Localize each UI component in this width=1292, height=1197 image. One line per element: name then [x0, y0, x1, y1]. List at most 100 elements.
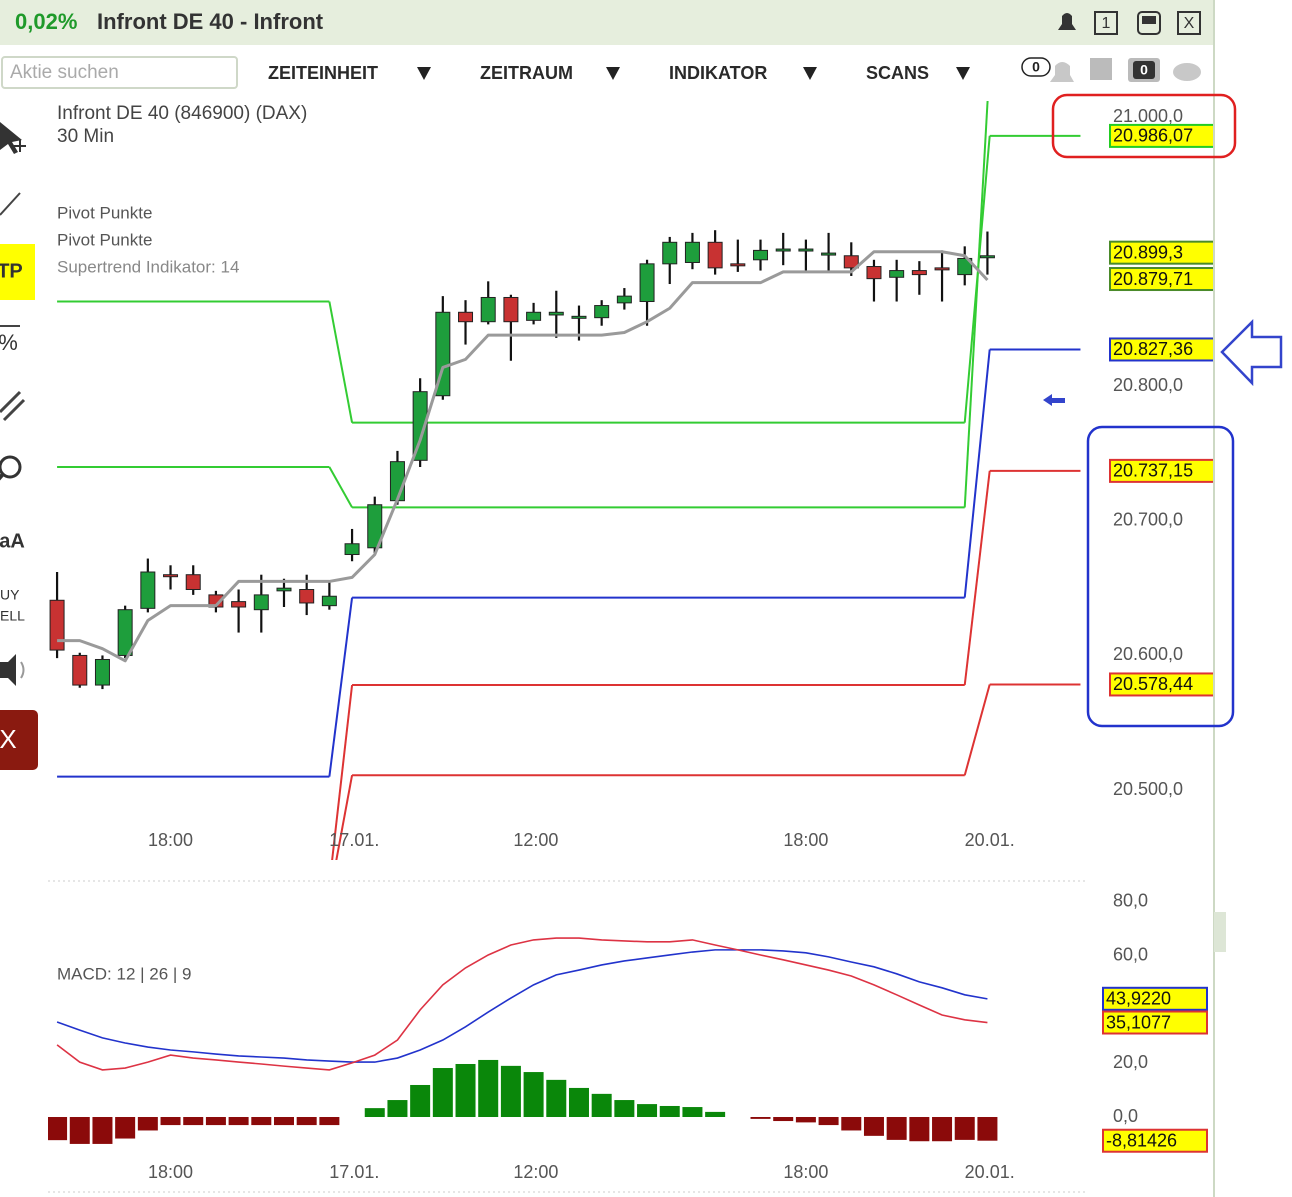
candle-body — [72, 654, 88, 686]
menu-arrow — [417, 67, 431, 80]
cloud-icon[interactable] — [1173, 63, 1201, 81]
x-tick-label: 18:00 — [783, 830, 828, 850]
candle-body — [707, 241, 723, 269]
x-tick-label: 17.01. — [329, 1162, 379, 1182]
indicator-legend: Supertrend Indikator: 14 — [57, 257, 239, 276]
macd-plot — [48, 937, 998, 1144]
tp-tool[interactable] — [0, 244, 35, 300]
badge-count: 0 — [1032, 59, 1040, 75]
candle-body — [526, 311, 542, 321]
zoom-tool[interactable] — [0, 455, 22, 479]
cursor-tool-plus — [14, 140, 26, 152]
watchlist-icon[interactable] — [1090, 58, 1112, 80]
sound-tool[interactable] — [0, 654, 16, 686]
pivot-step — [328, 597, 354, 777]
candle-body — [843, 255, 859, 269]
candle-body — [730, 263, 746, 267]
histogram-bar — [92, 1117, 113, 1144]
text-tool[interactable]: aA — [0, 530, 25, 552]
histogram-bar — [205, 1117, 226, 1126]
value-label: -8,81426 — [1106, 1130, 1177, 1150]
histogram-bar — [251, 1117, 272, 1126]
x-tick-label: 20.01. — [965, 1162, 1015, 1182]
histogram-bar — [273, 1117, 294, 1126]
candle-body — [140, 571, 156, 609]
candle-body — [117, 609, 133, 656]
histogram-bar — [863, 1117, 884, 1136]
candle-body — [798, 248, 814, 252]
histogram-bar — [886, 1117, 907, 1140]
value-label-box — [1109, 458, 1213, 483]
candle-body — [866, 266, 882, 280]
window-button[interactable] — [1137, 11, 1161, 35]
menu-item[interactable]: ZEITEINHEIT — [268, 63, 378, 83]
candle-body — [571, 315, 587, 319]
title-bar — [0, 0, 1214, 45]
pivot-step — [328, 301, 354, 423]
histogram-bar — [977, 1117, 998, 1141]
sell-label[interactable]: ELL — [0, 608, 25, 624]
value-label: 43,9220 — [1106, 989, 1171, 1009]
histogram-bar — [659, 1105, 680, 1118]
close-tool-label: X — [0, 724, 17, 754]
macd-line — [56, 937, 988, 1071]
histogram-bar — [455, 1063, 476, 1118]
axis-labels: 21.000,0 20.800,0 20.700,0 20.600,0 20.500,0… — [1102, 106, 1213, 1153]
candle-body — [49, 599, 65, 651]
histogram-bar — [750, 1117, 771, 1119]
close-button[interactable] — [1177, 11, 1201, 35]
candle-body — [458, 311, 474, 323]
highlight-box — [1051, 93, 1237, 159]
histogram-bar — [637, 1104, 658, 1118]
value-label: 20.578,44 — [1113, 674, 1193, 694]
value-label-box — [1109, 672, 1213, 697]
scroll-handle[interactable] — [1214, 912, 1226, 952]
menu-item[interactable]: ZEITRAUM — [480, 63, 573, 83]
candle-body — [480, 296, 496, 323]
histogram-bar — [773, 1117, 794, 1122]
histogram-bar — [954, 1117, 975, 1140]
histogram-bar — [682, 1107, 703, 1118]
histogram-bar — [183, 1117, 204, 1126]
value-label-box — [1102, 1128, 1208, 1153]
histogram-bar — [841, 1117, 862, 1131]
candle-body — [616, 295, 632, 304]
histogram-bar — [500, 1065, 521, 1118]
percent-tool[interactable]: % — [0, 330, 18, 355]
buy-label[interactable]: UY — [0, 587, 20, 603]
value-label-box — [1102, 986, 1208, 1011]
channel-tool[interactable] — [0, 390, 26, 422]
candle-body — [367, 504, 383, 549]
x-tick-label: 18:00 — [148, 830, 193, 850]
search-box[interactable] — [1, 56, 238, 89]
indicator-legend: Pivot Punkte — [57, 230, 152, 249]
sound-wave — [20, 661, 25, 679]
candle-body — [684, 241, 700, 263]
histogram-bar — [568, 1087, 589, 1118]
value-label: 20.986,07 — [1113, 126, 1193, 146]
window-button[interactable] — [1094, 11, 1118, 35]
line-tool[interactable] — [0, 192, 21, 216]
candle-body — [889, 270, 905, 278]
value-label-box — [1109, 337, 1213, 362]
menu-arrow — [956, 67, 970, 80]
close-tool[interactable] — [0, 710, 38, 770]
x-tick-label: 20.01. — [965, 830, 1015, 850]
candle-body — [276, 587, 292, 592]
cursor-tool[interactable] — [0, 122, 22, 154]
x-tick-label: 18:00 — [148, 1162, 193, 1182]
candle-body — [979, 255, 995, 259]
menu-item[interactable]: INDIKATOR — [669, 63, 767, 83]
x-tick-label: 18:00 — [783, 1162, 828, 1182]
menu-item[interactable]: SCANS — [866, 63, 929, 83]
alert-icon[interactable] — [1050, 62, 1074, 82]
histogram-bar — [523, 1072, 544, 1118]
tp-label: TP — [0, 260, 23, 282]
badge-count: 0 — [1140, 62, 1148, 78]
window-button-icon — [1142, 16, 1156, 24]
alarm-icon[interactable] — [1058, 13, 1076, 30]
change-percent: 0,02% — [15, 9, 77, 34]
candle-body — [231, 601, 247, 608]
histogram-bar — [319, 1117, 340, 1126]
pivot-step — [335, 775, 354, 860]
